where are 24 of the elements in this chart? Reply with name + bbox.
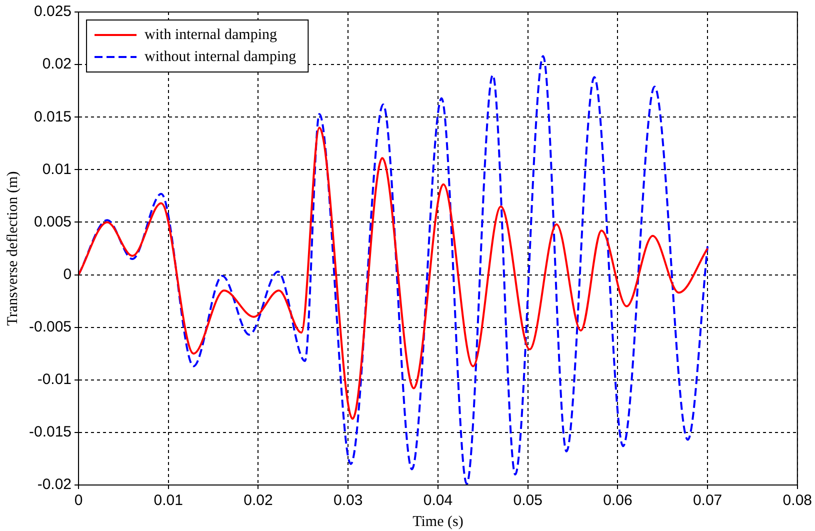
y-tick-label: -0.005 bbox=[28, 318, 72, 336]
x-tick-label: 0.07 bbox=[692, 492, 722, 510]
legend-label: without internal damping bbox=[144, 48, 297, 65]
y-tick-label: 0.02 bbox=[42, 56, 72, 73]
x-tick-label: 0.02 bbox=[244, 492, 273, 510]
x-tick-label: 0.06 bbox=[603, 492, 632, 510]
x-tick-label: 0.01 bbox=[154, 492, 183, 510]
legend-label: with internal damping bbox=[144, 26, 278, 43]
line-series bbox=[78, 126, 709, 420]
x-tick-label: 0.08 bbox=[782, 492, 812, 510]
x-tick-label: 0.05 bbox=[513, 492, 542, 510]
x-tick-label: 0.04 bbox=[423, 492, 453, 510]
x-axis-title: Time (s) bbox=[412, 514, 464, 530]
y-tick-label: -0.01 bbox=[37, 371, 72, 388]
y-tick-label: 0.015 bbox=[34, 108, 72, 126]
y-tick-label: -0.02 bbox=[37, 476, 72, 494]
x-tick-label: 0 bbox=[74, 492, 83, 510]
y-tick-label: 0.025 bbox=[34, 3, 72, 20]
y-tick-label: 0.01 bbox=[42, 160, 72, 178]
x-tick-label: 0.03 bbox=[334, 492, 363, 510]
y-tick-label: -0.015 bbox=[28, 424, 72, 441]
y-tick-label: 0 bbox=[63, 266, 72, 283]
y-tick-label: 0.005 bbox=[34, 213, 72, 230]
y-axis-title: Transverse deflection (m) bbox=[4, 171, 21, 326]
